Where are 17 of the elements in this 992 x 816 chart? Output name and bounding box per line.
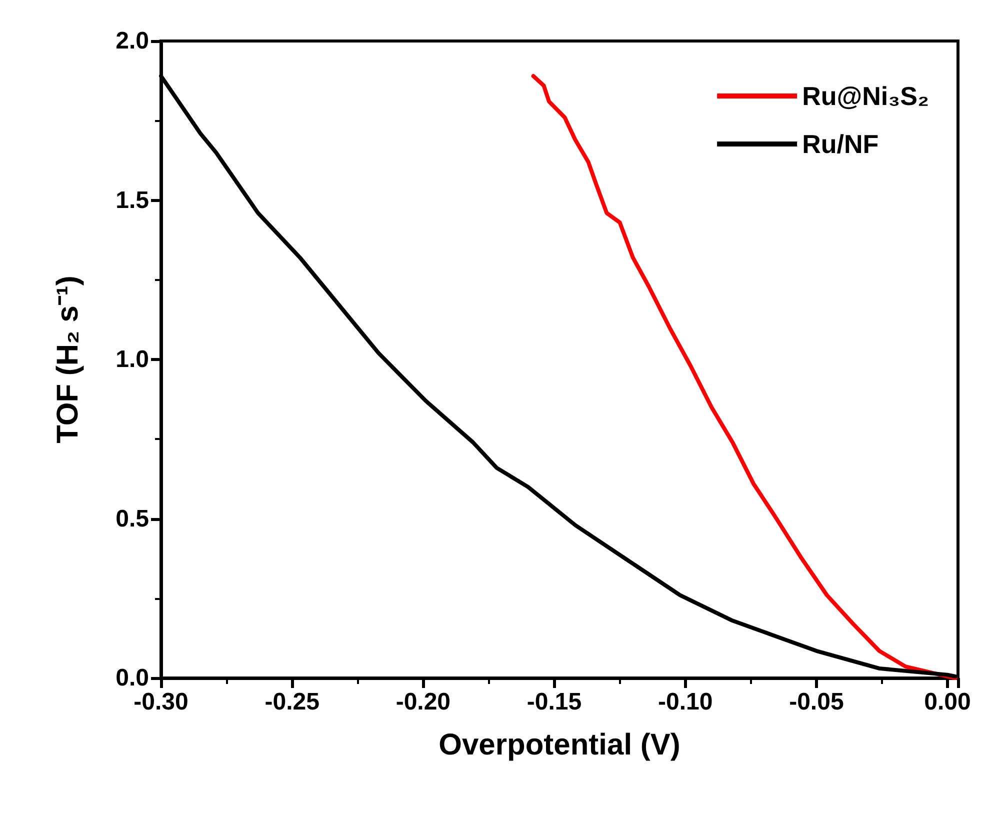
line-series: [531, 74, 958, 680]
legend-label: Ru@Ni₃S₂: [802, 81, 930, 111]
x-tick-label: 0.00: [924, 688, 971, 716]
y-tick-label: 1.0: [116, 346, 149, 373]
y-axis-title: TOF (H₂ s⁻¹): [52, 276, 84, 444]
legend-label: Ru/NF: [802, 129, 879, 159]
x-tick-label: -0.30: [134, 688, 188, 716]
y-tick-label: 2.0: [116, 28, 149, 54]
y-tick-label: 0.5: [116, 505, 149, 532]
y-tick-label: 1.5: [116, 186, 149, 214]
x-tick-label: -0.10: [658, 688, 713, 716]
x-tick-label: -0.15: [526, 688, 582, 716]
x-tick-label: -0.25: [264, 688, 320, 716]
y-tick-label: 0.0: [116, 664, 149, 692]
x-tick-label: -0.20: [396, 688, 451, 716]
x-axis-title: Overpotential (V): [438, 728, 680, 762]
x-tick-label: -0.05: [789, 688, 844, 716]
